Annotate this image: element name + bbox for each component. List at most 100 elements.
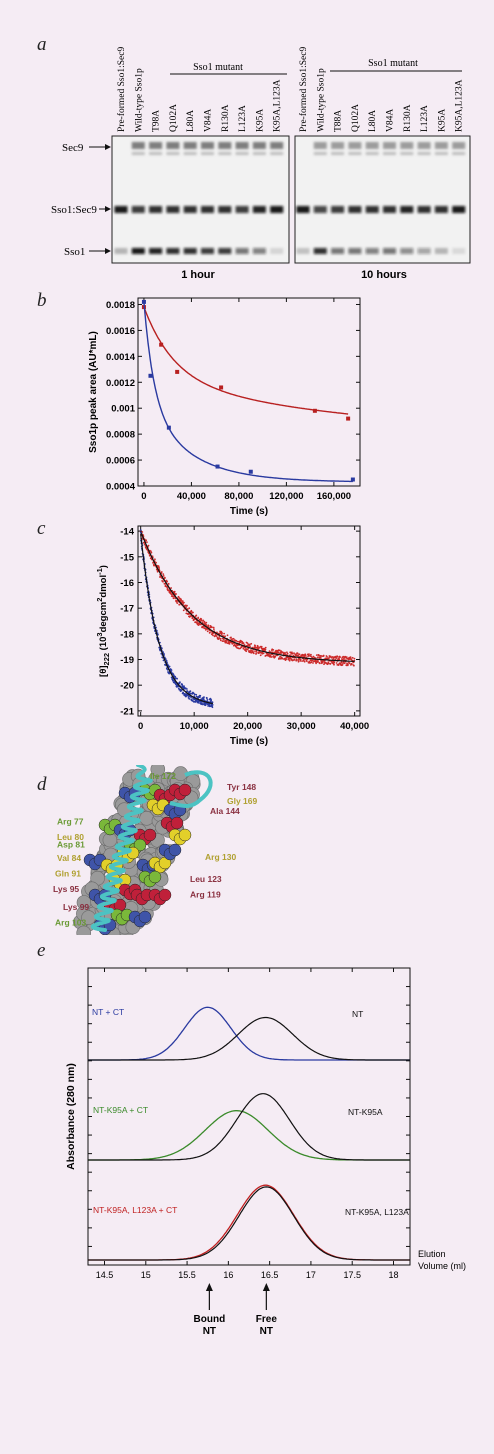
c-xlabel: Time (s) <box>230 736 268 747</box>
panel-b-chart: 0 40,000 80,000 120,000 160,000 0.0004 0.0006 0… <box>88 297 361 517</box>
c-data-point-1 <box>181 684 184 686</box>
gel1-lane-label: Q102A <box>169 104 179 132</box>
gel1-band-sec9-minor <box>201 152 214 155</box>
c-data-point-0 <box>150 550 152 553</box>
band-label-complex: Sso1:Sec9 <box>51 204 97 216</box>
c-data-point-0 <box>314 657 317 659</box>
c-data-point-0 <box>268 650 271 652</box>
c-data-point-0 <box>162 580 164 583</box>
panel-a-gels: Sso1 mutant Sso1 mutant Pre-formed Sso1:… <box>51 47 471 281</box>
c-data-point-0 <box>200 618 203 620</box>
c-data-point-0 <box>178 603 181 606</box>
residue-label-val84: Val 84 <box>57 853 81 863</box>
gel2-band-complex <box>365 206 379 213</box>
gel2-band-sso1 <box>400 248 414 254</box>
gel1-band-sso1 <box>235 248 249 254</box>
b-data-point-0 <box>219 385 224 390</box>
c-data-point-0 <box>286 652 289 655</box>
c-data-point-0 <box>341 664 344 666</box>
gel1-lane-label: K95A <box>255 109 265 132</box>
c-data-point-0 <box>145 539 148 542</box>
free-label: NT <box>260 1326 273 1337</box>
backbone-loop <box>169 770 213 808</box>
gel1-band-complex <box>131 206 145 213</box>
c-data-point-0 <box>213 628 215 630</box>
c-data-point-0 <box>353 657 356 660</box>
c-data-point-0 <box>310 655 312 658</box>
b-ytick-label: 0.0004 <box>106 482 136 493</box>
gel1-band-sec9-minor <box>183 152 197 155</box>
c-data-point-0 <box>304 654 307 657</box>
c-data-point-0 <box>299 658 302 661</box>
c-data-point-0 <box>348 662 351 665</box>
c-data-point-0 <box>220 630 223 633</box>
residue-sphere-blue <box>168 843 182 857</box>
c-data-point-0 <box>203 625 205 628</box>
c-data-point-0 <box>295 658 298 661</box>
residue-label-lys99: Lys 99 <box>63 902 89 912</box>
c-data-point-1 <box>139 529 142 531</box>
panel-label-c: c <box>37 518 46 539</box>
gel2-band-sso1 <box>331 248 345 254</box>
panel-label-d: d <box>37 774 47 795</box>
c-data-point-0 <box>270 653 272 656</box>
gel2-band-sec9 <box>313 142 327 149</box>
c-data-point-0 <box>310 653 312 656</box>
c-data-point-0 <box>264 648 267 651</box>
c-data-point-0 <box>223 638 225 641</box>
gel1-band-sec9 <box>270 142 284 149</box>
b-data-point-1 <box>166 425 171 430</box>
gel1-band-complex <box>235 206 249 213</box>
c-data-point-0 <box>303 660 306 663</box>
e-ylabel: Absorbance (280 nm) <box>65 1063 77 1170</box>
c-data-point-0 <box>222 640 225 642</box>
gel1-band-complex <box>252 206 266 213</box>
c-data-point-0 <box>299 660 302 662</box>
e-xlabel-line2: Volume (ml) <box>418 1261 466 1271</box>
residue-sphere-green <box>133 838 147 852</box>
panel-label-b: b <box>37 290 47 311</box>
c-data-point-0 <box>246 642 249 644</box>
c-data-point-1 <box>189 690 192 693</box>
c-data-point-1 <box>206 697 208 700</box>
c-data-point-0 <box>206 630 209 633</box>
c-data-point-0 <box>347 663 349 665</box>
gel2-band-sec9-minor <box>331 152 345 155</box>
gel2-band-sso1 <box>434 248 448 254</box>
c-data-point-0 <box>215 635 218 637</box>
gel1-band-sso1 <box>201 248 214 254</box>
gel1-band-sec9-minor <box>166 152 180 155</box>
c-data-point-1 <box>197 701 200 704</box>
c-data-point-0 <box>225 640 228 642</box>
gel1-band-complex <box>183 206 197 213</box>
c-data-point-0 <box>146 541 148 543</box>
e-xtick-label: 16 <box>223 1270 233 1280</box>
c-ytick-label: -19 <box>120 655 134 666</box>
c-xtick-label: 0 <box>138 721 143 732</box>
c-data-point-1 <box>160 647 163 649</box>
c-data-point-0 <box>235 639 238 642</box>
e-xtick-label: 15 <box>141 1270 151 1280</box>
gel2-band-sec9-minor <box>348 152 362 155</box>
c-data-point-0 <box>345 656 348 658</box>
gel2-band-sso1 <box>296 248 310 254</box>
gel2-band-sec9-minor <box>417 152 431 155</box>
b-xlabel: Time (s) <box>230 506 268 517</box>
c-data-point-0 <box>315 662 317 665</box>
residue-label-arg119: Arg 119 <box>190 890 221 900</box>
c-data-point-0 <box>143 543 146 546</box>
c-data-point-0 <box>259 654 262 657</box>
gel2-lane-label: L80A <box>368 110 378 132</box>
c-data-point-0 <box>306 660 308 663</box>
c-data-point-0 <box>342 662 344 665</box>
c-data-point-0 <box>284 651 286 654</box>
c-data-point-0 <box>172 597 175 600</box>
c-ytick-label: -15 <box>120 552 134 563</box>
c-data-point-0 <box>224 635 227 638</box>
residue-label-gly169: Gly 169 <box>227 796 258 806</box>
c-data-point-0 <box>211 626 213 629</box>
c-xtick-label: 40,000 <box>340 721 369 732</box>
c-data-point-0 <box>219 637 222 640</box>
c-data-point-0 <box>173 590 176 593</box>
c-data-point-0 <box>203 620 206 623</box>
